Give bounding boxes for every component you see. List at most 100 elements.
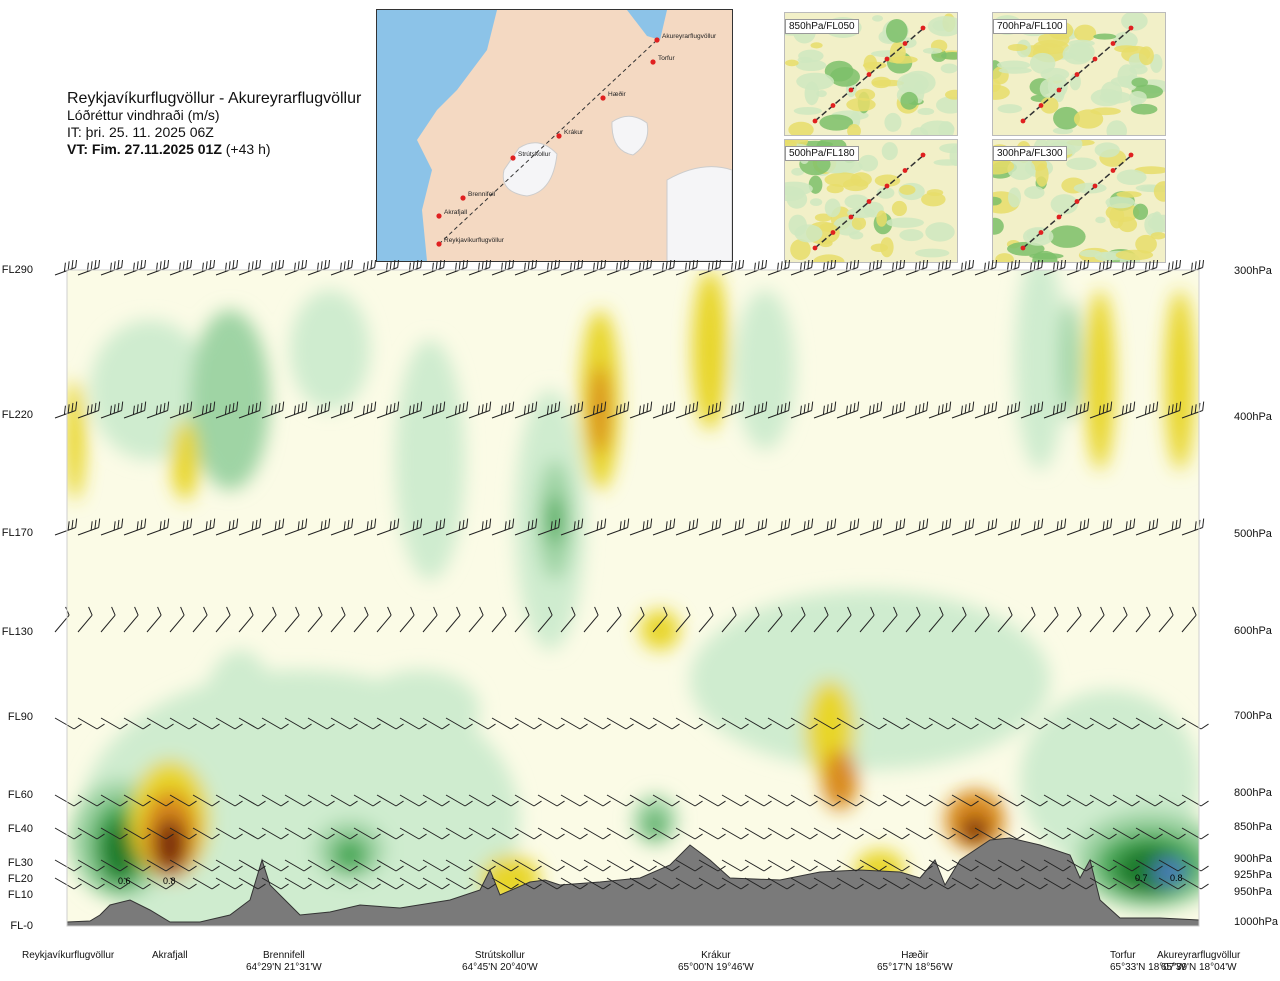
barb-feather	[788, 401, 791, 411]
barb-feather	[717, 883, 726, 890]
barb-feather	[619, 261, 622, 271]
barb-shaft	[859, 614, 875, 633]
wind-barb	[330, 401, 354, 419]
wind-barb	[491, 401, 515, 419]
barb-feather	[439, 260, 442, 269]
barb-shaft	[537, 859, 558, 872]
barb-feather	[234, 723, 243, 730]
barb-shaft	[1158, 827, 1179, 840]
wind-barb	[445, 859, 473, 872]
barb-feather	[941, 404, 944, 414]
route-point	[650, 59, 656, 65]
wind-barb	[330, 827, 358, 840]
wind-barb	[767, 518, 791, 536]
barb-feather	[830, 519, 833, 529]
barb-feather	[259, 401, 262, 411]
barb-shaft	[261, 794, 282, 807]
wind-barb	[951, 794, 979, 807]
barb-feather	[535, 260, 538, 268]
barb-feather	[1064, 401, 1067, 411]
barb-feather	[98, 518, 101, 528]
barb-shaft	[1020, 877, 1041, 890]
barb-feather	[433, 606, 438, 616]
barb-feather	[694, 833, 703, 840]
wind-barb	[836, 606, 852, 633]
barb-feather	[855, 865, 864, 872]
barb-feather	[1175, 260, 1178, 269]
barb-feather	[464, 865, 473, 872]
barb-shaft	[859, 794, 880, 807]
glacier-langjokull	[502, 142, 558, 197]
wind-barb	[606, 518, 630, 536]
wind-barb	[790, 794, 818, 807]
barb-feather	[648, 833, 657, 840]
barb-feather	[694, 723, 703, 730]
barb-shaft	[100, 794, 121, 807]
barb-feather	[412, 521, 415, 531]
barb-feather	[1102, 404, 1105, 414]
field-cell	[871, 15, 884, 22]
wind-cell-up_mod	[547, 495, 563, 545]
wind-barb	[1043, 859, 1071, 872]
barb-feather	[347, 260, 350, 269]
field-cell	[995, 253, 1014, 262]
barb-shaft	[606, 614, 622, 633]
barb-feather	[878, 883, 887, 890]
station-label: Hæðir 65°17'N 18°56'W	[877, 950, 953, 974]
barb-shaft	[1066, 794, 1087, 807]
barb-shaft	[928, 827, 949, 840]
wind-barb	[514, 827, 542, 840]
barb-shaft	[744, 717, 765, 730]
wind-barb	[767, 859, 795, 872]
barb-feather	[642, 261, 645, 271]
field-cell	[1135, 234, 1157, 254]
wind-barb	[882, 794, 910, 807]
wind-barb	[1020, 260, 1044, 276]
barb-feather	[370, 260, 373, 269]
barb-feather	[924, 833, 933, 840]
barb-shaft	[744, 859, 765, 872]
barb-shaft	[629, 717, 650, 730]
barb-shaft	[675, 794, 696, 807]
wind-barb	[284, 606, 300, 633]
wind-barb	[813, 794, 841, 807]
barb-feather	[1175, 402, 1178, 412]
wind-barb	[468, 877, 496, 890]
barb-feather	[669, 402, 672, 412]
barb-feather	[673, 401, 676, 411]
wind-barb	[560, 717, 588, 730]
wind-barb	[169, 859, 197, 872]
barb-feather	[385, 405, 388, 415]
barb-feather	[1200, 833, 1209, 840]
barb-feather	[937, 405, 940, 415]
barb-feather	[895, 521, 898, 531]
barb-feather	[462, 519, 465, 529]
barb-feather	[98, 401, 101, 411]
barb-feather	[366, 404, 369, 414]
barb-feather	[830, 402, 833, 412]
barb-feather	[395, 833, 404, 840]
route-point-label: Brennifell	[468, 191, 496, 198]
barb-feather	[224, 405, 227, 415]
field-cell	[1131, 77, 1149, 88]
barb-shaft	[560, 827, 581, 840]
barb-feather	[571, 606, 576, 616]
station-name: Strútskollur	[474, 950, 525, 961]
barb-feather	[182, 521, 185, 531]
wind-barb	[261, 606, 277, 633]
barb-shaft	[146, 614, 162, 633]
barb-feather	[738, 519, 741, 529]
wind-barb	[928, 717, 956, 730]
wind-barb	[583, 518, 607, 536]
wind-barb	[560, 827, 588, 840]
field-cell	[790, 239, 811, 261]
wind-barb	[169, 401, 193, 419]
wind-barb	[284, 827, 312, 840]
wind-cell-up_faint	[735, 290, 795, 450]
barb-feather	[1079, 404, 1082, 414]
wind-barb	[100, 794, 128, 807]
barb-feather	[67, 404, 70, 414]
wind-barb	[514, 877, 542, 890]
field-cell	[899, 184, 916, 195]
wind-barb	[123, 606, 139, 633]
